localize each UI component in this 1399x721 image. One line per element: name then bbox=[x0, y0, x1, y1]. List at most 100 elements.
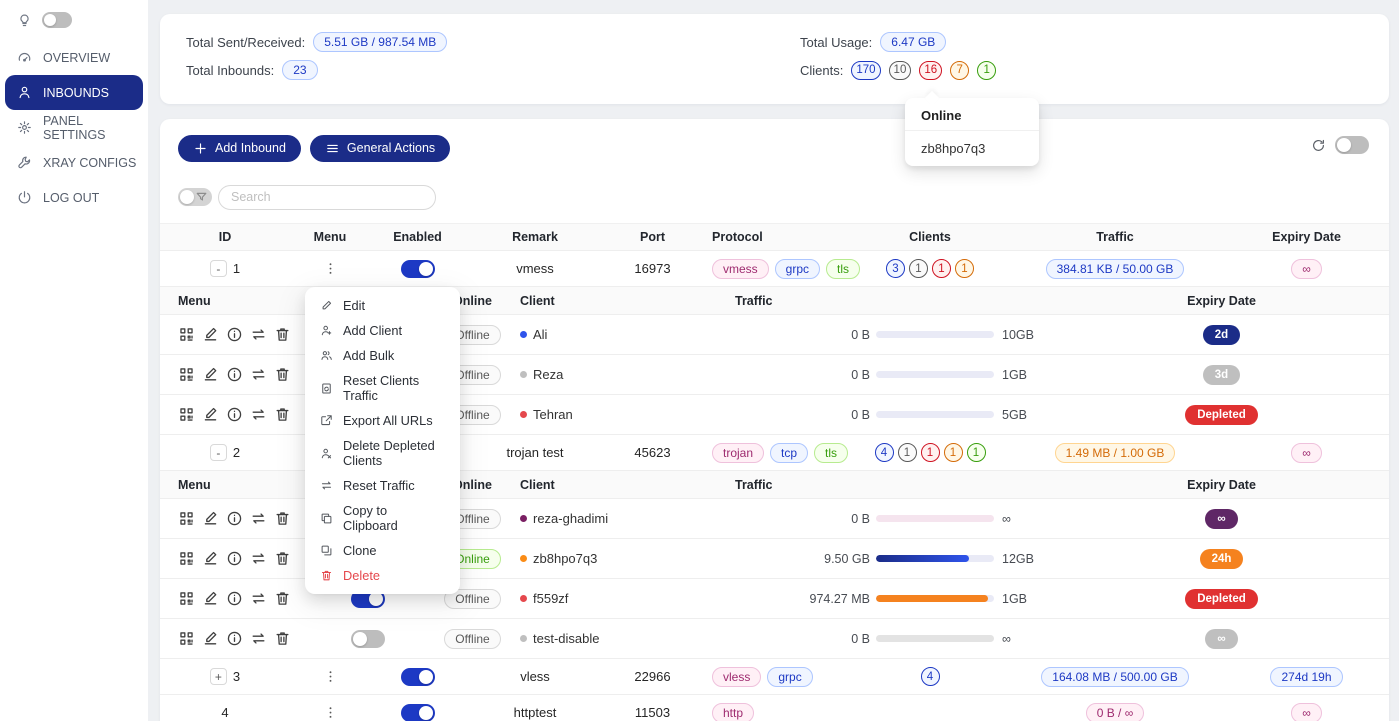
delete-icon[interactable] bbox=[274, 550, 291, 567]
reset-traffic-icon[interactable] bbox=[250, 630, 267, 647]
filter-toggle[interactable] bbox=[178, 188, 212, 206]
reset-traffic-icon[interactable] bbox=[250, 326, 267, 343]
sidebar-item-label: PANEL SETTINGS bbox=[43, 113, 106, 142]
traffic-pill: 1.49 MB / 1.00 GB bbox=[1054, 442, 1176, 463]
client-menu-icons bbox=[178, 510, 291, 527]
sidebar-item-log-out[interactable]: LOG OUT bbox=[0, 180, 148, 215]
qr-code-icon[interactable] bbox=[178, 366, 195, 383]
protocol-tag: grpc bbox=[767, 666, 813, 687]
client-menu-icons bbox=[178, 326, 291, 343]
theme-toggle[interactable] bbox=[42, 12, 72, 28]
qr-code-icon[interactable] bbox=[178, 510, 195, 527]
expand-toggle-button[interactable]: - bbox=[209, 260, 227, 277]
edit-icon[interactable] bbox=[202, 510, 219, 527]
menu-item-delete-depleted-clients[interactable]: Delete Depleted Clients bbox=[305, 433, 460, 473]
delete-icon[interactable] bbox=[274, 406, 291, 423]
sidebar-item-inbounds[interactable]: INBOUNDS bbox=[5, 75, 143, 110]
client-count-badge: 1 bbox=[932, 259, 951, 278]
more-actions-button[interactable] bbox=[323, 705, 338, 720]
inbound-row: 4 httptest 11503 http 0 B / ∞ ∞ bbox=[160, 695, 1389, 721]
logout-icon bbox=[17, 190, 32, 205]
menu-item-edit[interactable]: Edit bbox=[305, 293, 460, 318]
expiry-badge: 24h bbox=[1199, 548, 1244, 569]
expand-toggle-button[interactable]: + bbox=[209, 668, 227, 685]
refresh-icon[interactable] bbox=[1311, 138, 1326, 153]
enabled-toggle[interactable] bbox=[400, 667, 435, 686]
delete-icon[interactable] bbox=[274, 510, 291, 527]
delete-icon[interactable] bbox=[274, 326, 291, 343]
edit-icon[interactable] bbox=[202, 630, 219, 647]
menu-item-add-bulk[interactable]: Add Bulk bbox=[305, 343, 460, 368]
delete-icon[interactable] bbox=[274, 366, 291, 383]
info-icon[interactable] bbox=[226, 550, 243, 567]
client-col-header-menu: Menu bbox=[160, 294, 310, 308]
menu-item-reset-traffic[interactable]: Reset Traffic bbox=[305, 473, 460, 498]
search-input[interactable] bbox=[218, 184, 436, 210]
clients-count-badge[interactable]: 16 bbox=[919, 60, 943, 80]
client-enabled-toggle[interactable] bbox=[350, 589, 385, 608]
enabled-toggle[interactable] bbox=[400, 259, 435, 278]
menu-item-export-all-urls[interactable]: Export All URLs bbox=[305, 408, 460, 433]
client-col-header-label: Client bbox=[520, 293, 555, 308]
menu-item-add-client[interactable]: Add Client bbox=[305, 318, 460, 343]
col-header-remark: Remark bbox=[465, 230, 605, 244]
sidebar-item-panel-settings[interactable]: PANEL SETTINGS bbox=[0, 110, 148, 145]
menu-item-reset-clients-traffic[interactable]: Reset Clients Traffic bbox=[305, 368, 460, 408]
menu-item-copy-to-clipboard[interactable]: Copy to Clipboard bbox=[305, 498, 460, 538]
qr-code-icon[interactable] bbox=[178, 550, 195, 567]
info-icon[interactable] bbox=[226, 366, 243, 383]
reset-traffic-icon[interactable] bbox=[250, 366, 267, 383]
clients-count-badge[interactable]: 7 bbox=[950, 60, 970, 80]
edit-icon[interactable] bbox=[202, 550, 219, 567]
expand-toggle-button[interactable]: - bbox=[209, 444, 227, 461]
info-icon[interactable] bbox=[226, 510, 243, 527]
sidebar-item-xray-configs[interactable]: XRAY CONFIGS bbox=[0, 145, 148, 180]
plus-icon bbox=[193, 141, 208, 156]
stat-label: Total Usage: bbox=[800, 34, 873, 50]
qr-code-icon[interactable] bbox=[178, 630, 195, 647]
reset-traffic-icon[interactable] bbox=[250, 550, 267, 567]
reset-traffic-icon[interactable] bbox=[250, 406, 267, 423]
client-enabled-toggle[interactable] bbox=[350, 629, 385, 648]
client-row: Offline test-disable 0 B ∞ ∞ bbox=[160, 619, 1389, 659]
users-add-icon bbox=[320, 349, 333, 362]
protocol-tag: tls bbox=[814, 442, 849, 463]
menu-item-delete[interactable]: Delete bbox=[305, 563, 460, 588]
edit-icon[interactable] bbox=[202, 406, 219, 423]
info-icon[interactable] bbox=[226, 406, 243, 423]
reset-traffic-icon[interactable] bbox=[250, 590, 267, 607]
client-name: Reza bbox=[533, 367, 564, 382]
enabled-toggle[interactable] bbox=[400, 703, 435, 721]
delete-icon[interactable] bbox=[274, 590, 291, 607]
stats-card: Total Sent/Received: 5.51 GB / 987.54 MB… bbox=[160, 14, 1389, 104]
info-icon[interactable] bbox=[226, 590, 243, 607]
client-col-header-label: Traffic bbox=[735, 293, 773, 308]
clients-count-badge[interactable]: 10 bbox=[888, 60, 912, 80]
client-col-header-label: Traffic bbox=[735, 477, 773, 492]
qr-code-icon[interactable] bbox=[178, 406, 195, 423]
edit-icon[interactable] bbox=[202, 366, 219, 383]
clients-count-badge[interactable]: 170 bbox=[851, 60, 881, 80]
info-icon[interactable] bbox=[226, 326, 243, 343]
more-actions-button[interactable] bbox=[323, 669, 338, 684]
traffic-progress-bar bbox=[876, 635, 994, 642]
qr-code-icon[interactable] bbox=[178, 326, 195, 343]
client-name: reza-ghadimi bbox=[533, 511, 609, 526]
edit-icon[interactable] bbox=[202, 326, 219, 343]
info-icon[interactable] bbox=[226, 630, 243, 647]
auto-refresh-toggle[interactable] bbox=[1335, 136, 1369, 154]
menu-item-clone[interactable]: Clone bbox=[305, 538, 460, 563]
add-inbound-button[interactable]: Add Inbound bbox=[178, 134, 301, 162]
col-header-label: Traffic bbox=[1096, 230, 1134, 244]
popover-title: Online bbox=[905, 98, 1039, 131]
traffic-used: 974.27 MB bbox=[809, 591, 870, 606]
sidebar-item-overview[interactable]: OVERVIEW bbox=[0, 40, 148, 75]
reset-traffic-icon[interactable] bbox=[250, 510, 267, 527]
qr-code-icon[interactable] bbox=[178, 590, 195, 607]
more-actions-button[interactable] bbox=[323, 261, 338, 276]
inbound-context-menu: Edit Add Client Add Bulk Reset Clients Traf… bbox=[305, 287, 460, 594]
clients-count-badge[interactable]: 1 bbox=[977, 60, 997, 80]
edit-icon[interactable] bbox=[202, 590, 219, 607]
delete-icon[interactable] bbox=[274, 630, 291, 647]
general-actions-button[interactable]: General Actions bbox=[309, 134, 451, 162]
